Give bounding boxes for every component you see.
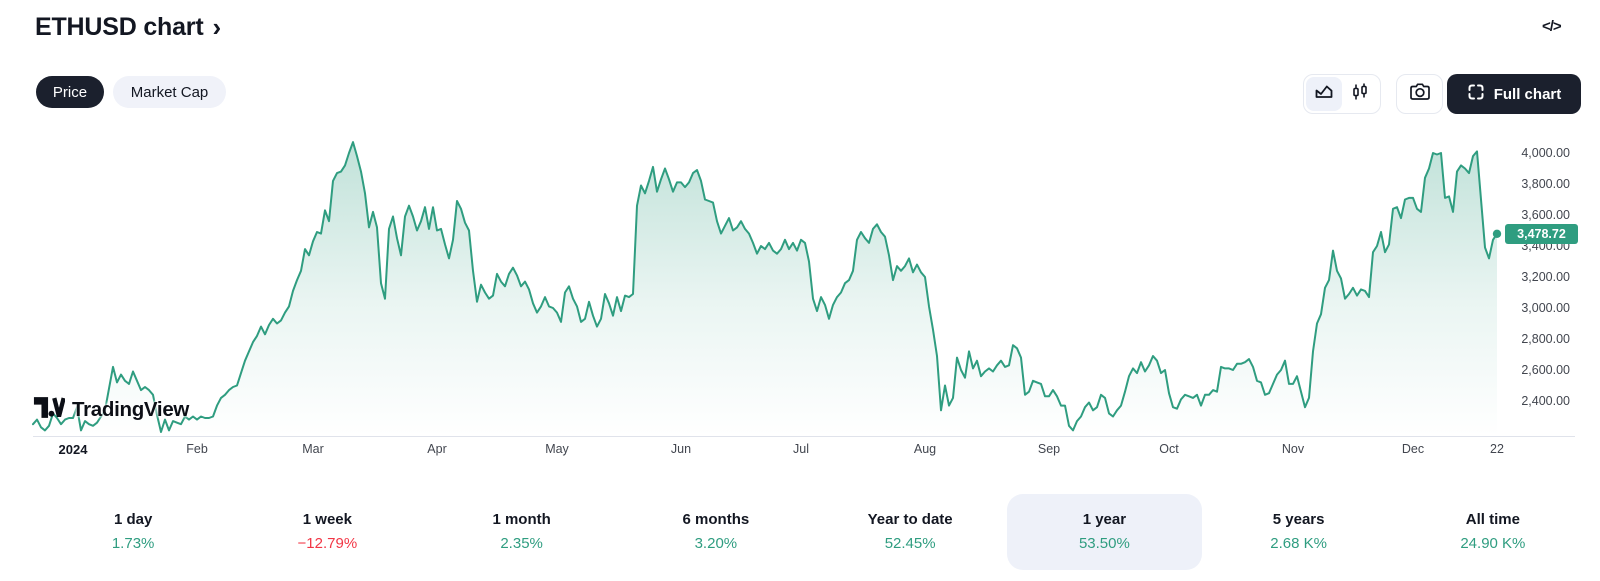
chart-title-link[interactable]: ETHUSD chart › <box>35 13 221 42</box>
tradingview-attribution-link[interactable]: TradingView <box>33 396 189 424</box>
tradingview-logo-icon <box>33 396 66 424</box>
y-axis-label: 2,600.00 <box>1521 363 1570 377</box>
range-stat-value: 24.90 K% <box>1460 535 1526 552</box>
tab-market-cap[interactable]: Market Cap <box>113 76 226 108</box>
range-stat-year-to-date[interactable]: Year to date 52.45% <box>813 494 1007 570</box>
area-chart-icon <box>1313 81 1335 108</box>
price-area-fill <box>33 142 1497 436</box>
x-axis-label: Oct <box>1159 442 1179 456</box>
range-stat-value: 1.73% <box>111 535 155 552</box>
last-price-badge: 3,478.72 <box>1505 224 1578 244</box>
embed-code-icon[interactable]: </> <box>1542 18 1562 35</box>
range-stats-row: 1 day 1.73% 1 week −12.79% 1 month 2.35% 6 mon… <box>36 494 1590 570</box>
range-stat-6-months[interactable]: 6 months 3.20% <box>619 494 813 570</box>
y-axis-label: 4,000.00 <box>1521 146 1570 160</box>
range-stat-label: 5 years <box>1272 511 1325 528</box>
x-axis-label: May <box>545 442 569 456</box>
full-chart-label: Full chart <box>1493 85 1562 103</box>
y-axis-label: 3,600.00 <box>1521 208 1570 222</box>
y-axis-label: 3,000.00 <box>1521 301 1570 315</box>
snapshot-button[interactable] <box>1396 74 1443 114</box>
range-stat-label: Year to date <box>867 511 953 528</box>
last-price-dot <box>1492 229 1502 238</box>
chevron-right-icon: › <box>212 11 222 42</box>
x-axis-label: Mar <box>302 442 324 456</box>
range-stat-label: 1 week <box>302 511 352 528</box>
page-title: ETHUSD chart <box>35 13 204 41</box>
y-axis-label: 3,200.00 <box>1521 270 1570 284</box>
range-stat-label: 1 month <box>492 511 551 528</box>
x-axis-label: Jul <box>793 442 809 456</box>
range-stat-1-month[interactable]: 1 month 2.35% <box>425 494 619 570</box>
x-axis-label: Sep <box>1037 442 1061 456</box>
range-stat-value: 3.20% <box>694 535 738 552</box>
x-axis-label: 2024 <box>58 442 88 457</box>
x-axis-label: Nov <box>1281 442 1305 456</box>
area-chart-type-button[interactable] <box>1306 77 1342 111</box>
range-stat-value: 52.45% <box>884 535 936 552</box>
range-stat-1-year[interactable]: 1 year 53.50% <box>1007 494 1202 570</box>
camera-icon <box>1408 80 1432 109</box>
chart-type-toggle <box>1303 74 1381 114</box>
full-chart-button[interactable]: Full chart <box>1447 74 1581 114</box>
candlestick-chart-type-button[interactable] <box>1342 77 1378 111</box>
range-stat-1-week[interactable]: 1 week −12.79% <box>230 494 424 570</box>
tab-price[interactable]: Price <box>36 76 104 108</box>
range-stat-label: 1 year <box>1082 511 1127 528</box>
x-axis-label: Jun <box>670 442 692 456</box>
range-stat-label: 6 months <box>682 511 750 528</box>
range-stat-value: −12.79% <box>297 535 358 552</box>
price-line <box>32 141 1498 433</box>
range-stat-value: 2.68 K% <box>1270 535 1327 552</box>
range-stat-value: 2.35% <box>500 535 543 552</box>
fullscreen-icon <box>1467 83 1485 105</box>
range-stat-5-years[interactable]: 5 years 2.68 K% <box>1202 494 1396 570</box>
range-stat-all-time[interactable]: All time 24.90 K% <box>1396 494 1590 570</box>
range-stat-label: All time <box>1465 511 1520 528</box>
x-axis-label: Feb <box>186 442 208 456</box>
x-axis-label: 22 <box>1490 442 1504 456</box>
tradingview-wordmark: TradingView <box>72 398 190 421</box>
x-axis-label: Apr <box>427 442 447 456</box>
range-stat-label: 1 day <box>113 511 153 528</box>
y-axis-label: 2,400.00 <box>1521 394 1570 408</box>
x-axis-label: Aug <box>913 442 937 456</box>
x-axis-label: Dec <box>1401 442 1425 456</box>
price-chart[interactable] <box>32 128 1502 436</box>
range-stat-value: 53.50% <box>1078 535 1130 552</box>
y-axis-label: 3,800.00 <box>1521 177 1570 191</box>
y-axis-label: 2,800.00 <box>1521 332 1570 346</box>
x-axis-line <box>33 436 1575 437</box>
range-stat-1-day[interactable]: 1 day 1.73% <box>36 494 230 570</box>
candlestick-icon <box>1349 81 1371 108</box>
